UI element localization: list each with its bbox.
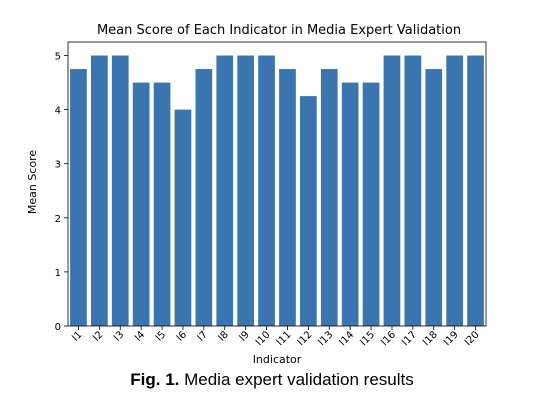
- x-tick-label: I20: [463, 329, 482, 348]
- x-tick-label: I7: [196, 329, 210, 343]
- x-tick-label: I17: [400, 329, 419, 348]
- x-tick-label: I14: [337, 329, 356, 348]
- bar-i7: [195, 69, 213, 327]
- caption-text: Media expert validation results: [184, 370, 414, 389]
- bar-i11: [279, 69, 296, 327]
- bar-i19: [446, 55, 464, 327]
- bar-i2: [90, 55, 108, 327]
- bars-group: [70, 55, 484, 327]
- x-tick-label: I4: [133, 329, 147, 343]
- y-tick-label: 1: [55, 268, 61, 279]
- x-tick-label: I19: [442, 329, 461, 348]
- plot-frame: [67, 41, 487, 327]
- bar-i20: [467, 55, 484, 327]
- bar-i4: [132, 82, 150, 326]
- bar-i17: [404, 55, 422, 327]
- x-tick-label: I1: [70, 329, 84, 343]
- y-tick-label: 5: [55, 52, 61, 63]
- x-tick-label: I18: [421, 329, 440, 348]
- y-tick-label: 0: [55, 322, 61, 333]
- bar-i14: [341, 82, 359, 326]
- bar-chart: Mean Score of Each Indicator in Media Ex…: [26, 23, 487, 366]
- x-tick-label: I2: [91, 329, 105, 343]
- x-tick-label: I13: [317, 329, 336, 348]
- x-tick-label: I9: [237, 329, 251, 343]
- y-tick-label: 2: [55, 214, 61, 225]
- chart-title: Mean Score of Each Indicator in Media Ex…: [97, 23, 461, 38]
- x-axis-label: Indicator: [253, 353, 302, 366]
- x-tick-label: I3: [112, 329, 126, 343]
- x-tick-label: I11: [275, 329, 294, 348]
- bar-i16: [383, 55, 401, 327]
- x-tick-label: I16: [379, 329, 398, 348]
- bar-i1: [70, 69, 87, 327]
- bar-i10: [258, 55, 275, 327]
- x-tick-label: I6: [175, 329, 189, 343]
- bar-i6: [174, 109, 192, 326]
- bar-i5: [153, 82, 171, 326]
- y-axis-label: Mean Score: [26, 150, 39, 215]
- x-tick-label: I15: [358, 329, 377, 348]
- bar-i3: [111, 55, 129, 327]
- x-tick-label: I8: [217, 329, 231, 343]
- figure-caption: Fig. 1. Media expert validation results: [0, 370, 544, 390]
- bar-i9: [237, 55, 255, 327]
- bar-i18: [425, 69, 443, 327]
- x-tick-label: I10: [254, 329, 273, 348]
- y-tick-label: 3: [55, 160, 61, 171]
- caption-label: Fig. 1.: [130, 370, 180, 389]
- bar-i12: [299, 96, 317, 326]
- y-tick-label: 4: [55, 106, 61, 117]
- bar-i13: [320, 69, 338, 327]
- x-tick-label: I12: [296, 329, 315, 348]
- bar-i8: [216, 55, 234, 327]
- x-tick-label: I5: [154, 329, 168, 343]
- bar-i15: [362, 82, 380, 326]
